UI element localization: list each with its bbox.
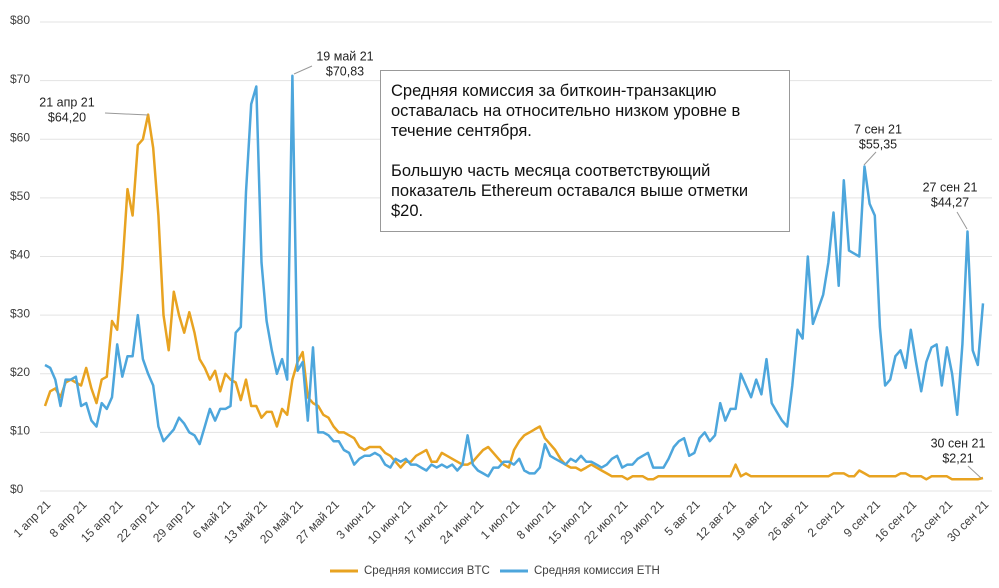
note-text: Средняя комиссия за биткоин-транзакцию о… (391, 82, 741, 140)
annotation-value: $70,83 (326, 64, 364, 78)
y-tick-label: $50 (10, 189, 30, 203)
annotation-date: 7 сен 21 (854, 122, 902, 136)
annotation-leader (293, 65, 313, 75)
y-tick-label: $10 (10, 424, 30, 438)
y-tick-label: $80 (10, 13, 30, 27)
annotation-leader (863, 151, 877, 166)
x-tick-label: 1 апр 21 (11, 497, 54, 540)
note-text: Большую часть месяца соответствующий пок… (391, 162, 749, 220)
x-tick-label: 26 авг 21 (765, 497, 811, 543)
annotation-value: $44,27 (931, 195, 969, 209)
annotation-leader (967, 465, 982, 479)
series-line (44, 74, 985, 478)
series-line (43, 113, 984, 481)
y-tick-label: $20 (10, 365, 30, 379)
annotation-date: 21 апр 21 (39, 95, 94, 109)
legend-label: Средняя комиссия ETH (534, 565, 660, 577)
annotation-value: $64,20 (48, 110, 86, 124)
y-tick-label: $0 (10, 482, 24, 496)
annotation-date: 30 сен 21 (931, 436, 986, 450)
annotation-date: 27 сен 21 (923, 180, 978, 194)
annotation-value: $2,21 (942, 451, 973, 465)
annotation-leader (956, 211, 968, 230)
note-box: Средняя комиссия за биткоин-транзакцию о… (380, 70, 790, 232)
legend-label: Средняя комиссия BTC (364, 565, 490, 577)
annotation-leader (104, 112, 149, 116)
y-tick-label: $40 (10, 248, 30, 262)
y-tick-label: $70 (10, 72, 30, 86)
y-tick-label: $30 (10, 306, 30, 320)
x-tick-label: 2 сен 21 (805, 497, 848, 540)
annotation-value: $55,35 (859, 137, 897, 151)
annotation-date: 19 май 21 (316, 49, 373, 63)
y-tick-label: $60 (10, 130, 30, 144)
